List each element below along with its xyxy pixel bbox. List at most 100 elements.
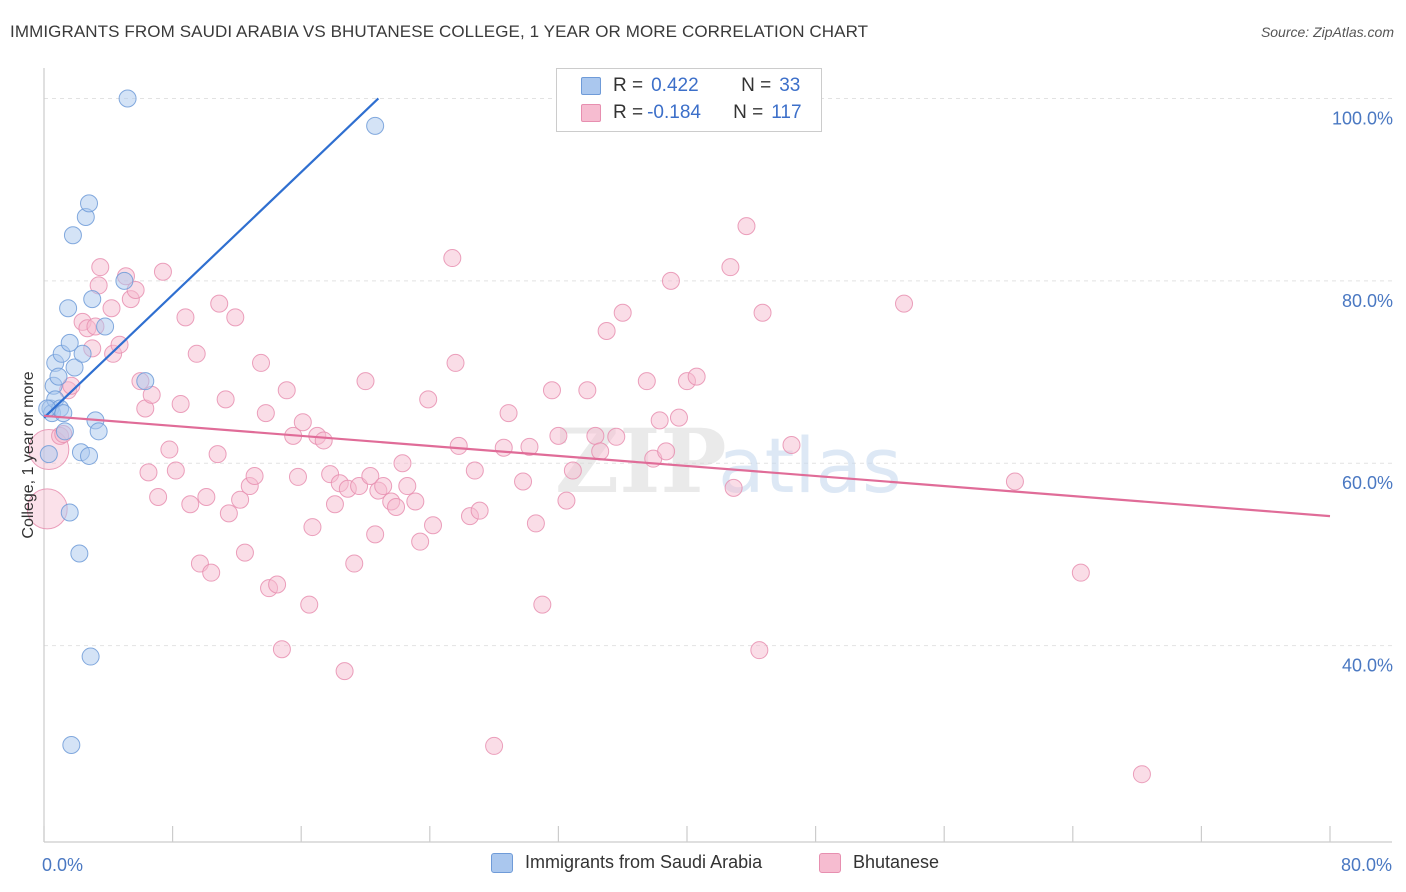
saudi-point bbox=[73, 344, 92, 363]
bhutanese-point bbox=[335, 662, 354, 681]
bhutanese-point bbox=[449, 436, 468, 455]
saudi-points bbox=[38, 89, 385, 755]
watermark-zip: ZIP bbox=[555, 409, 727, 513]
bhutanese-point bbox=[216, 390, 235, 409]
bhutanese-point bbox=[272, 640, 291, 659]
bhutanese-point bbox=[549, 426, 568, 445]
saudi-point bbox=[80, 446, 99, 465]
bhutanese-point bbox=[563, 461, 582, 480]
bhutanese-point bbox=[277, 381, 296, 400]
saudi-point bbox=[62, 736, 81, 755]
legend-item-bhutanese[interactable]: Bhutanese bbox=[819, 852, 939, 873]
bhutanese-point bbox=[406, 492, 425, 511]
x-tick-label: 80.0% bbox=[1341, 855, 1392, 875]
bhutanese-point bbox=[669, 408, 688, 427]
watermark-atlas: atlas bbox=[718, 421, 902, 510]
bhutanese-point bbox=[470, 501, 489, 520]
x-tick-label: 0.0% bbox=[42, 855, 83, 875]
bhutanese-point bbox=[724, 478, 743, 497]
bhutanese-point bbox=[533, 595, 552, 614]
bhutanese-point bbox=[393, 454, 412, 473]
bhutanese-point bbox=[268, 575, 287, 594]
bhutanese-point bbox=[1071, 563, 1090, 582]
bhutanese-point bbox=[1005, 472, 1024, 491]
bhutanese-point bbox=[62, 376, 81, 395]
bhutanese-point bbox=[597, 322, 616, 341]
watermark: ZIP atlas bbox=[555, 409, 902, 513]
bhutanese-point bbox=[102, 299, 121, 318]
y-tick-label: 60.0% bbox=[1342, 473, 1393, 493]
legend-n-value: 117 bbox=[771, 102, 802, 123]
legend-n-label: N = bbox=[741, 75, 772, 96]
bhutanese-point bbox=[591, 442, 610, 461]
bhutanese-point bbox=[613, 303, 632, 322]
bhutanese-point bbox=[91, 258, 110, 277]
bhutanese-point bbox=[687, 367, 706, 386]
bhutanese-point bbox=[139, 463, 158, 482]
legend-label-bhutanese: Bhutanese bbox=[853, 852, 940, 872]
bhutanese-point bbox=[398, 477, 417, 496]
bhutanese-point bbox=[387, 498, 406, 517]
bhutanese-point bbox=[520, 437, 539, 456]
bhutanese-point bbox=[252, 353, 271, 372]
legend-row-bhutanese: R = -0.184 N = 117 bbox=[557, 100, 802, 126]
saudi-point bbox=[136, 372, 155, 391]
bhutanese-point bbox=[637, 372, 656, 391]
saudi-point bbox=[81, 647, 100, 666]
y-tick-label: 100.0% bbox=[1332, 108, 1393, 128]
bhutanese-point bbox=[210, 294, 229, 313]
bhutanese-point bbox=[160, 440, 179, 459]
bhutanese-point bbox=[526, 514, 545, 533]
saudi-point bbox=[49, 367, 68, 386]
bhutanese-point bbox=[750, 641, 769, 660]
saudi-point bbox=[39, 445, 58, 464]
bhutanese-point bbox=[245, 467, 264, 486]
legend-r-value: 0.422 bbox=[651, 75, 699, 96]
saudi-point bbox=[366, 116, 385, 135]
bhutanese-point bbox=[325, 495, 344, 514]
y-tick-label: 80.0% bbox=[1342, 291, 1393, 311]
bhutanese-point bbox=[607, 427, 626, 446]
trend-lines bbox=[43, 97, 1331, 518]
bhutanese-point bbox=[557, 491, 576, 510]
bhutanese-point bbox=[176, 308, 195, 327]
bhutanese-point bbox=[657, 442, 676, 461]
legend-swatch-saudi bbox=[491, 852, 513, 873]
legend-item-saudi[interactable]: Immigrants from Saudi Arabia bbox=[491, 852, 762, 873]
legend-swatch-saudi bbox=[581, 77, 601, 95]
bhutanese-point bbox=[443, 249, 462, 268]
bhutanese-point bbox=[1132, 765, 1151, 784]
bhutanese-point bbox=[661, 271, 680, 290]
saudi-point bbox=[65, 358, 84, 377]
legend-swatch-bhutanese bbox=[819, 852, 841, 873]
bhutanese-point bbox=[219, 504, 238, 523]
saudi-point bbox=[60, 503, 79, 522]
bhutanese-point bbox=[293, 413, 312, 432]
bhutanese-point bbox=[361, 467, 380, 486]
bhutanese-point bbox=[650, 411, 669, 430]
saudi-point bbox=[59, 299, 78, 318]
series-legend: Immigrants from Saudi Arabia Bhutanese bbox=[0, 852, 1406, 878]
saudi-trend-line bbox=[43, 97, 380, 419]
saudi-point bbox=[83, 290, 102, 309]
bhutanese-point bbox=[235, 543, 254, 562]
bhutanese-point bbox=[374, 477, 393, 496]
bhutanese-point bbox=[202, 563, 221, 582]
saudi-point bbox=[70, 544, 89, 563]
bhutanese-point bbox=[350, 477, 369, 496]
bhutanese-point bbox=[187, 344, 206, 363]
tick-labels: 100.0% 80.0% 60.0% 40.0% 0.0% 80.0% bbox=[42, 108, 1393, 875]
bhutanese-point bbox=[782, 436, 801, 454]
bhutanese-point bbox=[181, 495, 200, 514]
bhutanese-point bbox=[578, 381, 597, 400]
bhutanese-point bbox=[149, 487, 168, 506]
legend-row-saudi: R = 0.422 N = 33 bbox=[557, 73, 800, 99]
bhutanese-point bbox=[166, 461, 185, 480]
bhutanese-point bbox=[303, 518, 322, 537]
saudi-point bbox=[96, 317, 115, 336]
bhutanese-point bbox=[231, 490, 250, 509]
legend-r-label: R = bbox=[613, 75, 644, 96]
y-axis-label: College, 1 year or more bbox=[20, 371, 37, 538]
bhutanese-points bbox=[26, 217, 1151, 784]
bhutanese-point bbox=[197, 487, 216, 506]
